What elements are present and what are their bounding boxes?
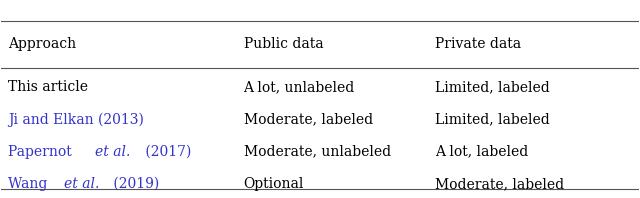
Text: (2017): (2017) bbox=[141, 145, 191, 159]
Text: Wang: Wang bbox=[8, 177, 51, 191]
Text: et al.: et al. bbox=[95, 145, 131, 159]
Text: Limited, labeled: Limited, labeled bbox=[435, 80, 550, 94]
Text: Moderate, labeled: Moderate, labeled bbox=[435, 177, 564, 191]
Text: (2019): (2019) bbox=[109, 177, 159, 191]
Text: Optional: Optional bbox=[244, 177, 304, 191]
Text: Private data: Private data bbox=[435, 37, 521, 51]
Text: Moderate, labeled: Moderate, labeled bbox=[244, 112, 372, 127]
Text: This article: This article bbox=[8, 80, 88, 94]
Text: A lot, labeled: A lot, labeled bbox=[435, 145, 528, 159]
Text: Ji and Elkan (2013): Ji and Elkan (2013) bbox=[8, 112, 143, 127]
Text: et al.: et al. bbox=[64, 177, 99, 191]
Text: Limited, labeled: Limited, labeled bbox=[435, 112, 550, 127]
Text: Moderate, unlabeled: Moderate, unlabeled bbox=[244, 145, 390, 159]
Text: Approach: Approach bbox=[8, 37, 76, 51]
Text: A lot, unlabeled: A lot, unlabeled bbox=[244, 80, 355, 94]
Text: Papernot: Papernot bbox=[8, 145, 76, 159]
Text: Public data: Public data bbox=[244, 37, 323, 51]
